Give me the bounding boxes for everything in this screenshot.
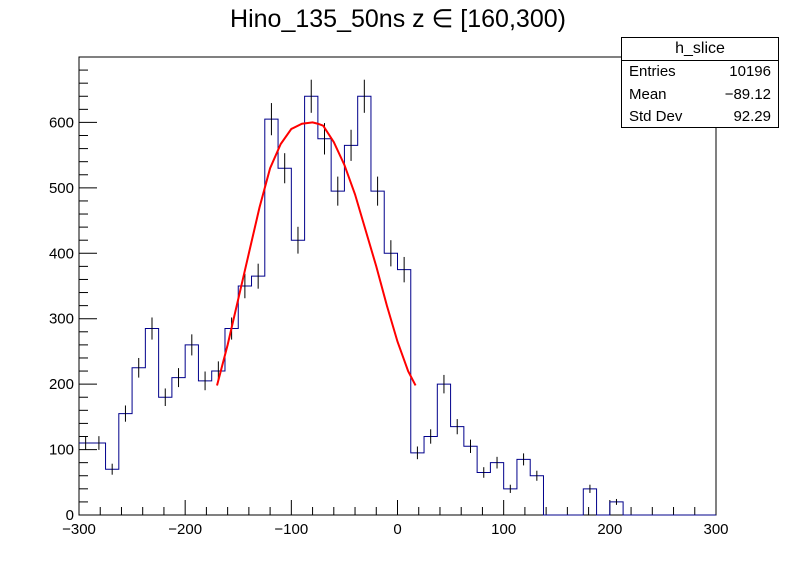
stats-entries-label: Entries bbox=[629, 63, 676, 80]
stats-mean-label: Mean bbox=[629, 85, 667, 103]
stats-entries-value: 10196 bbox=[729, 63, 771, 80]
y-tick-label: 200 bbox=[49, 376, 74, 393]
stats-row-stddev: Std Dev 92.29 bbox=[622, 106, 778, 129]
stats-row-entries: Entries 10196 bbox=[622, 61, 778, 84]
x-tick-label: −300 bbox=[62, 521, 96, 538]
stats-box: h_slice Entries 10196 Mean −89.12 Std De… bbox=[621, 37, 779, 128]
stats-box-title: h_slice bbox=[622, 38, 778, 61]
x-tick-label: 200 bbox=[597, 521, 622, 538]
x-tick-label: −100 bbox=[274, 521, 308, 538]
histogram-series-line bbox=[79, 95, 716, 516]
stats-mean-value: −89.12 bbox=[724, 85, 771, 103]
fit-curve bbox=[216, 121, 417, 386]
y-tick-label: 400 bbox=[49, 245, 74, 262]
x-tick-label: 100 bbox=[491, 521, 516, 538]
stats-row-mean: Mean −89.12 bbox=[622, 84, 778, 107]
y-tick-label: 500 bbox=[49, 180, 74, 197]
stats-stddev-label: Std Dev bbox=[629, 108, 683, 125]
x-tick-label: 300 bbox=[703, 521, 728, 538]
x-tick-label: −200 bbox=[168, 521, 202, 538]
stats-stddev-value: 92.29 bbox=[733, 108, 771, 125]
chart-title: Hino_135_50ns z ∈ [160,300) bbox=[230, 5, 566, 33]
y-tick-label: 0 bbox=[66, 507, 74, 524]
x-tick-label: 0 bbox=[393, 521, 401, 538]
y-tick-label: 600 bbox=[49, 114, 74, 131]
y-tick-label: 300 bbox=[49, 311, 74, 328]
y-tick-label: 100 bbox=[49, 442, 74, 459]
